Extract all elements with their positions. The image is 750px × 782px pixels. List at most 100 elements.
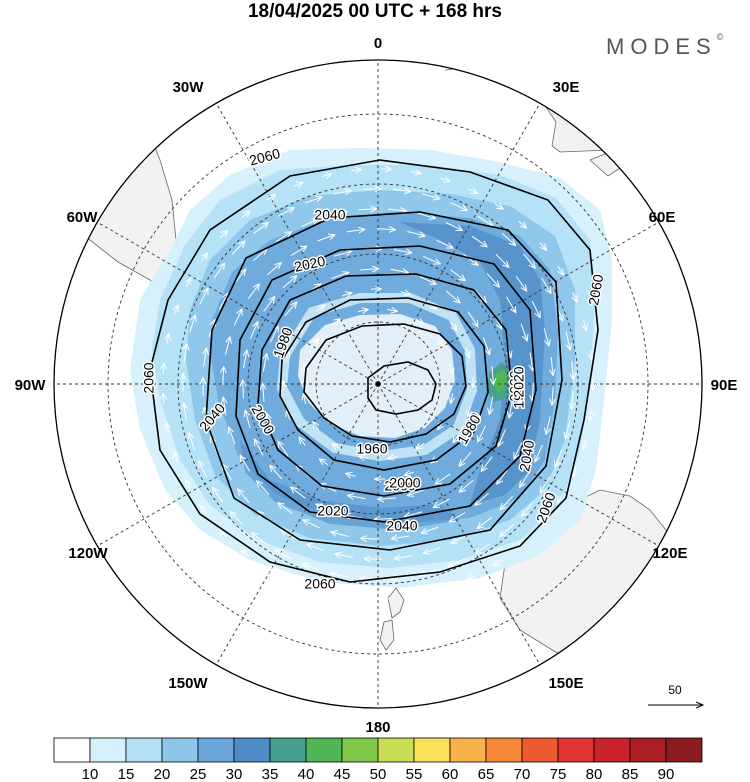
wind-vector <box>451 393 453 403</box>
shade-40-45 <box>494 368 508 394</box>
wind-vector <box>566 420 570 439</box>
wind-vector <box>222 464 232 481</box>
wind-vector <box>460 479 474 492</box>
wind-vector <box>255 440 264 456</box>
contour-2020 <box>235 245 537 523</box>
wind-vector <box>269 326 278 343</box>
wind-vector <box>450 363 452 374</box>
wind-vector <box>421 526 439 533</box>
wind-vector <box>278 503 293 515</box>
wind-vector <box>522 501 534 516</box>
longitude-labels: 0 30E 60E 90E 120E 150E 180 150W 120W 90W 60W 30W <box>15 35 738 736</box>
contour-label: 2000 <box>384 478 415 494</box>
reference-vector-label: 50 <box>668 683 682 697</box>
colorbar-tick-label: 30 <box>226 766 243 782</box>
wind-vector <box>365 559 383 560</box>
wind-vector <box>541 277 551 294</box>
wind-vector <box>307 544 325 552</box>
inner-ring-shade <box>276 293 478 462</box>
wind-vector <box>405 511 423 517</box>
wind-vector <box>299 438 306 446</box>
wind-vector <box>551 357 553 375</box>
colorbar-tick-label: 90 <box>658 766 675 782</box>
colorbar-tick-label: 60 <box>442 766 459 782</box>
wind-vector <box>331 573 349 577</box>
wind-vector <box>252 533 267 545</box>
new-zealand-land <box>379 587 405 651</box>
colorbar-swatch <box>665 737 703 763</box>
wind-vector <box>362 189 381 190</box>
colorbar-tick-label: 45 <box>334 766 351 782</box>
longitude-label: 30W <box>173 79 205 96</box>
colorbar-swatch <box>629 737 667 763</box>
colorbar-swatch <box>233 737 271 763</box>
wind-vector <box>244 350 247 369</box>
wind-vector <box>393 250 412 253</box>
contour-label: 2040 <box>386 518 417 534</box>
wind-vector <box>350 597 361 598</box>
wind-vector <box>501 232 515 245</box>
wind-vector <box>278 441 289 457</box>
wind-vector <box>163 394 164 404</box>
wind-vector <box>531 300 540 317</box>
wind-vector <box>486 273 499 287</box>
wind-vector <box>275 232 291 242</box>
wind-vector <box>495 253 509 267</box>
wind-vector <box>445 290 460 303</box>
wind-vector <box>213 264 225 279</box>
wind-vector <box>213 488 224 503</box>
wind-vector <box>535 444 543 462</box>
longitude-label: 0 <box>374 35 382 52</box>
longitude-label: 150W <box>168 675 208 692</box>
contour-label: 2000 <box>389 475 420 491</box>
brand-name: MODES <box>606 34 717 59</box>
wind-vector <box>445 222 462 231</box>
wind-vector <box>333 191 351 194</box>
wind-vector <box>253 249 266 262</box>
wind-vector <box>331 319 340 325</box>
contour-label: 2020 <box>507 370 523 401</box>
wind-vector <box>463 253 477 265</box>
colorbar-swatch <box>197 737 235 763</box>
wind-vector <box>313 422 319 431</box>
wind-vector <box>410 172 421 174</box>
contour-1960 <box>367 361 437 415</box>
colorbar-tick-label: 50 <box>370 766 387 782</box>
wind-vector <box>341 293 351 296</box>
wind-vector <box>468 406 471 417</box>
wind-vector <box>467 575 477 579</box>
wind-vector <box>358 209 377 210</box>
wind-vector <box>241 211 250 218</box>
wind-vector <box>233 309 242 326</box>
wind-vector <box>539 242 546 250</box>
inner-calm-region <box>298 314 455 438</box>
wind-vector <box>286 352 289 362</box>
colorbar-tick-label: 20 <box>154 766 171 782</box>
wind-vector <box>543 328 549 345</box>
height-contours <box>149 159 599 583</box>
wind-vector <box>225 337 230 355</box>
wind-vector <box>240 456 250 472</box>
wind-vector <box>304 197 322 204</box>
wind-vector <box>241 550 250 557</box>
wind-vector <box>231 241 245 255</box>
wind-vector <box>584 320 587 330</box>
colorbar-swatch <box>269 737 307 763</box>
longitude-label: 30E <box>553 79 580 96</box>
wind-vector <box>282 276 297 289</box>
wind-vector <box>359 457 369 459</box>
wind-vector <box>306 261 323 270</box>
wind-vector <box>174 305 178 315</box>
colorbar-swatch <box>53 737 91 763</box>
wind-vector <box>189 433 195 451</box>
colorbar-swatch <box>521 737 559 763</box>
colorbar-tick-label: 15 <box>118 766 135 782</box>
wind-vector <box>557 493 562 503</box>
wind-vector <box>245 411 251 429</box>
colorbar-tick-label: 85 <box>622 766 639 782</box>
wind-vector <box>291 488 306 499</box>
wind-vector <box>572 361 573 379</box>
wind-vector <box>303 564 320 571</box>
wind-vector <box>500 495 513 509</box>
wind-vector <box>247 284 259 299</box>
